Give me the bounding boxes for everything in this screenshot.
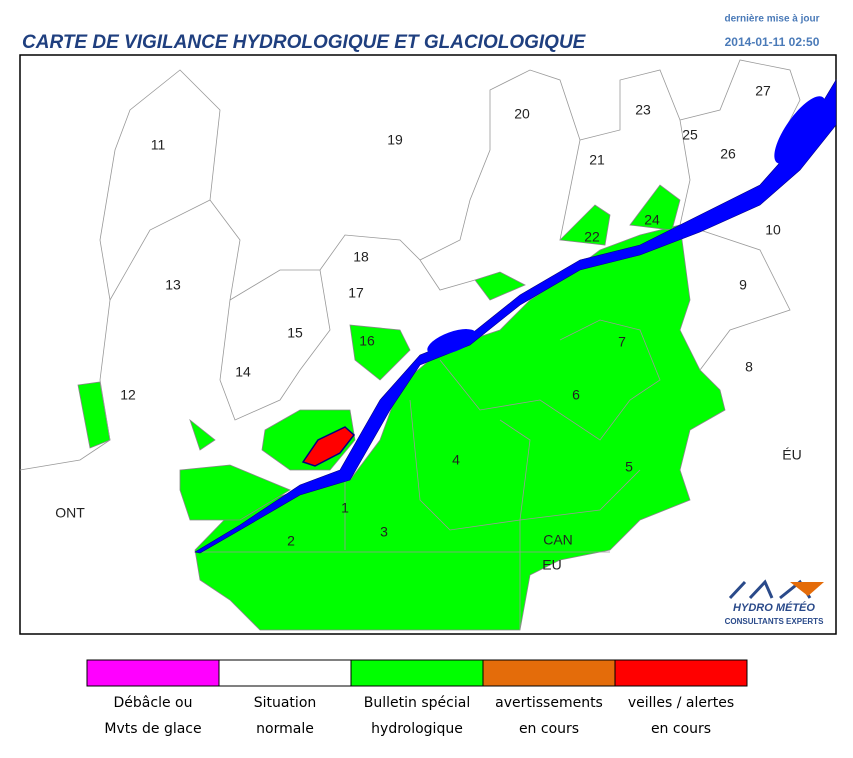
region-borders bbox=[19, 59, 801, 630]
logo: HYDRO MÉTÉO CONSULTANTS EXPERTS bbox=[722, 579, 826, 626]
estuary bbox=[774, 96, 826, 164]
legend-label: en cours bbox=[651, 721, 711, 737]
legend-label: avertissements bbox=[495, 695, 603, 711]
update-label: dernière mise à jour bbox=[724, 14, 819, 25]
logo-subtext: CONSULTANTS EXPERTS bbox=[725, 617, 824, 626]
region-label: CAN bbox=[543, 532, 573, 548]
river bbox=[194, 78, 837, 554]
legend-label: hydrologique bbox=[371, 721, 463, 737]
region-label: 15 bbox=[287, 325, 303, 341]
legend-label: Bulletin spécial bbox=[364, 695, 470, 711]
region-label: 6 bbox=[572, 387, 580, 403]
region-label: 16 bbox=[359, 333, 375, 349]
region-label: 4 bbox=[452, 452, 460, 468]
legend-swatch bbox=[482, 659, 616, 687]
region-label: 10 bbox=[765, 222, 781, 238]
region-label: 13 bbox=[165, 277, 181, 293]
update-time: 2014-01-11 02:50 bbox=[725, 35, 820, 49]
logo-text: HYDRO MÉTÉO bbox=[733, 601, 815, 614]
region-label: 11 bbox=[151, 137, 166, 153]
region-label: 5 bbox=[625, 459, 633, 475]
region-label: 2 bbox=[287, 533, 295, 549]
legend-label: veilles / alertes bbox=[628, 695, 734, 711]
legend-swatch bbox=[614, 659, 748, 687]
region-label: 7 bbox=[618, 334, 626, 350]
region-label: 17 bbox=[348, 285, 364, 301]
legend-swatch bbox=[86, 659, 220, 687]
alert-island bbox=[301, 426, 356, 467]
region-label: 25 bbox=[682, 127, 698, 143]
legend-label: Mvts de glace bbox=[104, 721, 201, 737]
region-label: 27 bbox=[755, 83, 771, 99]
region-label: 14 bbox=[235, 364, 251, 380]
region-label: 9 bbox=[739, 277, 747, 293]
region-label: ÉU bbox=[782, 447, 801, 463]
title: CARTE DE VIGILANCE HYDROLOGIQUE ET GLACI… bbox=[22, 32, 587, 53]
region-label: 21 bbox=[589, 152, 605, 168]
region-label: 3 bbox=[380, 524, 388, 540]
legend-swatch bbox=[218, 659, 352, 687]
region-label: 22 bbox=[584, 229, 600, 245]
region-label: 19 bbox=[387, 132, 403, 148]
legend-swatch bbox=[350, 659, 484, 687]
region-label: 20 bbox=[514, 106, 530, 122]
legend-label: en cours bbox=[519, 721, 579, 737]
region-label: ONT bbox=[55, 505, 85, 521]
legend: Débâcle ou Mvts de glace Situation normale B… bbox=[86, 659, 748, 737]
region-label: 24 bbox=[644, 212, 660, 228]
legend-label: Situation bbox=[254, 695, 317, 711]
region-label: EU bbox=[542, 557, 561, 573]
region-label: 8 bbox=[745, 359, 753, 375]
legend-label: Débâcle ou bbox=[114, 695, 193, 711]
logo-shape bbox=[790, 582, 824, 596]
region-label: 1 bbox=[341, 500, 349, 516]
region-label: 12 bbox=[120, 387, 136, 403]
lake bbox=[427, 329, 477, 355]
region-label: 26 bbox=[720, 146, 736, 162]
region-label: 18 bbox=[353, 249, 369, 265]
region-label: 23 bbox=[635, 102, 651, 118]
legend-label: normale bbox=[256, 721, 314, 737]
